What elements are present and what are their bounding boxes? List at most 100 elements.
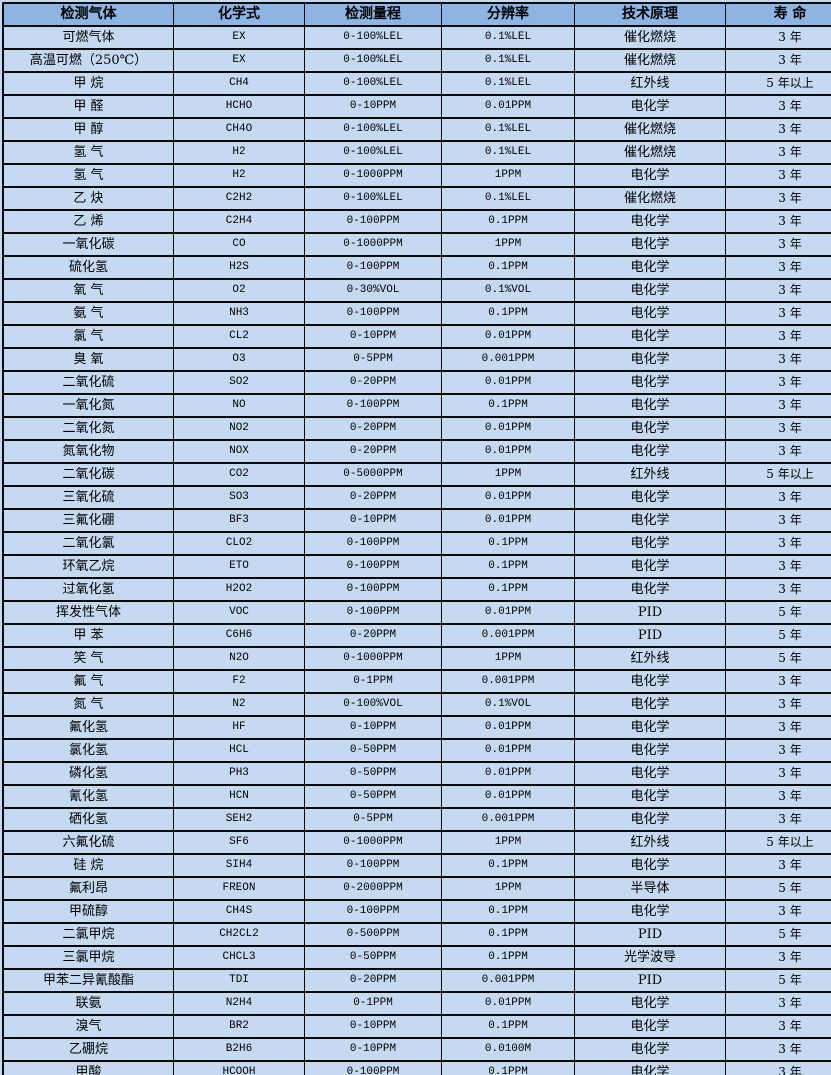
- table-cell: 5 年: [725, 623, 831, 648]
- table-cell: PID: [574, 922, 726, 947]
- table-cell: 3 年: [725, 48, 831, 73]
- table-cell: 5 年: [725, 922, 831, 947]
- table-cell: 0-100PPM: [304, 301, 442, 326]
- table-cell: PID: [574, 600, 726, 625]
- table-cell: 电化学: [574, 370, 726, 395]
- table-cell: 0.1PPM: [441, 531, 575, 556]
- table-cell: CLO2: [173, 531, 305, 556]
- table-cell: SIH4: [173, 853, 305, 878]
- table-cell: 臭 氧: [2, 347, 174, 372]
- table-cell: 电化学: [574, 1014, 726, 1039]
- table-cell: 红外线: [574, 71, 726, 96]
- table-cell: 硅 烷: [2, 853, 174, 878]
- table-cell: 5 年以上: [725, 830, 831, 855]
- table-row: 环氧乙烷 ETO 0-100PPM 0.1PPM 电化学 3 年: [2, 554, 831, 579]
- table-cell: 0.1%LEL: [441, 117, 575, 142]
- table-cell: 高温可燃（250℃）: [2, 48, 174, 73]
- table-cell: 0-100PPM: [304, 531, 442, 556]
- table-cell: 0.1PPM: [441, 209, 575, 234]
- table-cell: 0-1000PPM: [304, 646, 442, 671]
- table-cell: 0-5PPM: [304, 807, 442, 832]
- table-cell: 0-100%LEL: [304, 71, 442, 96]
- table-cell: 0.01PPM: [441, 784, 575, 809]
- table-row: 挥发性气体 VOC 0-100PPM 0.01PPM PID 5 年: [2, 600, 831, 625]
- table-cell: 氰化氢: [2, 784, 174, 809]
- table-cell: 0.1%VOL: [441, 692, 575, 717]
- table-cell: 3 年: [725, 945, 831, 970]
- table-cell: 3 年: [725, 1060, 831, 1075]
- table-cell: 一氧化氮: [2, 393, 174, 418]
- table-cell: 电化学: [574, 485, 726, 510]
- table-cell: 甲硫醇: [2, 899, 174, 924]
- table-row: 乙 炔 C2H2 0-100%LEL 0.1%LEL 催化燃烧 3 年: [2, 186, 831, 211]
- table-cell: CH4S: [173, 899, 305, 924]
- table-cell: 0-100%LEL: [304, 48, 442, 73]
- table-cell: NOX: [173, 439, 305, 464]
- table-cell: 氟利昂: [2, 876, 174, 901]
- table-cell: 0.1%VOL: [441, 278, 575, 303]
- table-cell: 氯化氢: [2, 738, 174, 763]
- table-cell: PID: [574, 623, 726, 648]
- table-row: 联氨 N2H4 0-1PPM 0.01PPM 电化学 3 年: [2, 991, 831, 1016]
- table-cell: 3 年: [725, 370, 831, 395]
- table-cell: TDI: [173, 968, 305, 993]
- table-cell: CH2CL2: [173, 922, 305, 947]
- table-cell: 0-20PPM: [304, 623, 442, 648]
- table-cell: 电化学: [574, 324, 726, 349]
- table-cell: 电化学: [574, 347, 726, 372]
- table-cell: CHCL3: [173, 945, 305, 970]
- table-cell: H2O2: [173, 577, 305, 602]
- table-cell: 电化学: [574, 715, 726, 740]
- table-cell: 红外线: [574, 462, 726, 487]
- table-cell: 0.1PPM: [441, 899, 575, 924]
- table-row: 氮 气 N2 0-100%VOL 0.1%VOL 电化学 3 年: [2, 692, 831, 717]
- table-cell: CH4O: [173, 117, 305, 142]
- table-cell: 0.001PPM: [441, 968, 575, 993]
- table-cell: SO2: [173, 370, 305, 395]
- table-row: 氰化氢 HCN 0-50PPM 0.01PPM 电化学 3 年: [2, 784, 831, 809]
- table-row: 乙 烯 C2H4 0-100PPM 0.1PPM 电化学 3 年: [2, 209, 831, 234]
- table-cell: 氟化氢: [2, 715, 174, 740]
- table-cell: 0-100%LEL: [304, 186, 442, 211]
- table-cell: 0-100PPM: [304, 393, 442, 418]
- table-cell: 电化学: [574, 1037, 726, 1062]
- table-cell: 3 年: [725, 1037, 831, 1062]
- table-cell: 氮氧化物: [2, 439, 174, 464]
- table-cell: 5 年: [725, 968, 831, 993]
- table-cell: 1PPM: [441, 232, 575, 257]
- table-cell: 3 年: [725, 186, 831, 211]
- table-row: 甲 醛 HCHO 0-10PPM 0.01PPM 电化学 3 年: [2, 94, 831, 119]
- table-cell: 3 年: [725, 807, 831, 832]
- table-cell: FREON: [173, 876, 305, 901]
- table-cell: 3 年: [725, 784, 831, 809]
- table-cell: C2H2: [173, 186, 305, 211]
- table-cell: 3 年: [725, 94, 831, 119]
- table-row: 硅 烷 SIH4 0-100PPM 0.1PPM 电化学 3 年: [2, 853, 831, 878]
- table-cell: 红外线: [574, 830, 726, 855]
- table-cell: C6H6: [173, 623, 305, 648]
- table-cell: 5 年: [725, 876, 831, 901]
- table-cell: EX: [173, 48, 305, 73]
- table-row: 过氧化氢 H2O2 0-100PPM 0.1PPM 电化学 3 年: [2, 577, 831, 602]
- table-cell: 0-100PPM: [304, 899, 442, 924]
- table-cell: HCOOH: [173, 1060, 305, 1075]
- table-cell: 0-50PPM: [304, 738, 442, 763]
- table-cell: 催化燃烧: [574, 186, 726, 211]
- table-cell: 0.01PPM: [441, 485, 575, 510]
- table-cell: 0.01PPM: [441, 324, 575, 349]
- table-cell: 甲 苯: [2, 623, 174, 648]
- table-row: 氢 气 H2 0-100%LEL 0.1%LEL 催化燃烧 3 年: [2, 140, 831, 165]
- table-cell: 电化学: [574, 393, 726, 418]
- table-cell: O3: [173, 347, 305, 372]
- table-cell: 电化学: [574, 853, 726, 878]
- table-cell: 1PPM: [441, 646, 575, 671]
- table-row: 臭 氧 O3 0-5PPM 0.001PPM 电化学 3 年: [2, 347, 831, 372]
- table-cell: 电化学: [574, 278, 726, 303]
- table-cell: CO: [173, 232, 305, 257]
- table-row: 氯化氢 HCL 0-50PPM 0.01PPM 电化学 3 年: [2, 738, 831, 763]
- table-cell: 0-1PPM: [304, 669, 442, 694]
- table-cell: 0-100%LEL: [304, 117, 442, 142]
- table-cell: 0.1%LEL: [441, 48, 575, 73]
- table-cell: VOC: [173, 600, 305, 625]
- table-cell: 3 年: [725, 531, 831, 556]
